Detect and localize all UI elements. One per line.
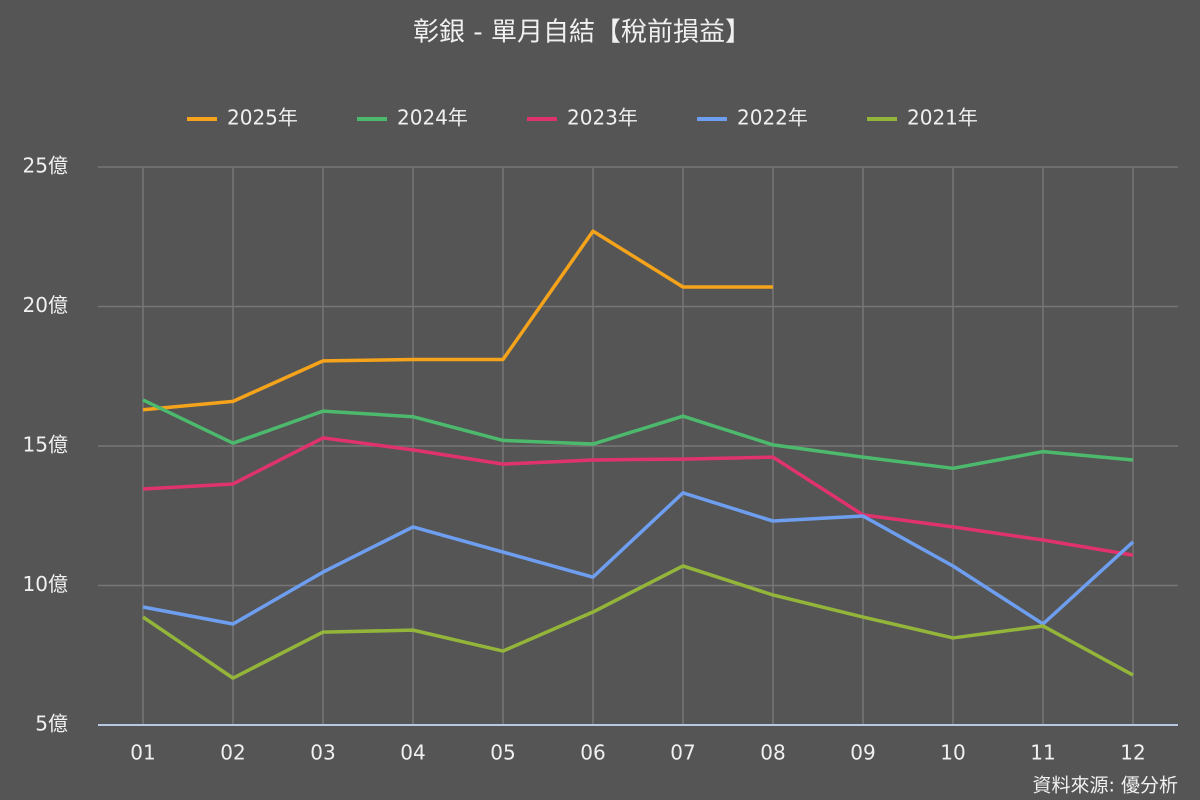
legend-label: 2024年 bbox=[397, 106, 468, 130]
legend-label: 2021年 bbox=[907, 106, 978, 130]
series-line bbox=[142, 564, 1134, 680]
x-tick-label: 08 bbox=[760, 741, 785, 765]
x-tick-label: 11 bbox=[1030, 741, 1055, 765]
y-tick-label: 20億 bbox=[23, 293, 68, 317]
series-line bbox=[142, 491, 1135, 626]
series-line bbox=[142, 229, 773, 412]
legend-label: 2023年 bbox=[567, 106, 638, 130]
x-tick-label: 05 bbox=[490, 741, 515, 765]
x-tick-label: 10 bbox=[940, 741, 965, 765]
chart-title: 彰銀 - 單月自結【稅前損益】 bbox=[413, 18, 751, 48]
y-tick-label: 5億 bbox=[35, 712, 68, 736]
y-tick-label: 15億 bbox=[23, 433, 68, 457]
x-tick-label: 01 bbox=[130, 741, 155, 765]
x-tick-label: 12 bbox=[1120, 741, 1145, 765]
x-tick-label: 03 bbox=[310, 741, 335, 765]
series-line bbox=[142, 436, 1134, 557]
y-tick-label: 25億 bbox=[23, 154, 68, 178]
y-tick-label: 10億 bbox=[23, 572, 68, 596]
x-tick-label: 07 bbox=[670, 741, 695, 765]
x-tick-label: 09 bbox=[850, 741, 875, 765]
legend-label: 2022年 bbox=[737, 106, 808, 130]
x-tick-label: 02 bbox=[220, 741, 245, 765]
x-tick-label: 06 bbox=[580, 741, 605, 765]
series-line bbox=[142, 398, 1134, 471]
x-tick-label: 04 bbox=[400, 741, 425, 765]
legend-label: 2025年 bbox=[227, 106, 298, 130]
source-note: 資料來源: 優分析 bbox=[1033, 775, 1178, 797]
